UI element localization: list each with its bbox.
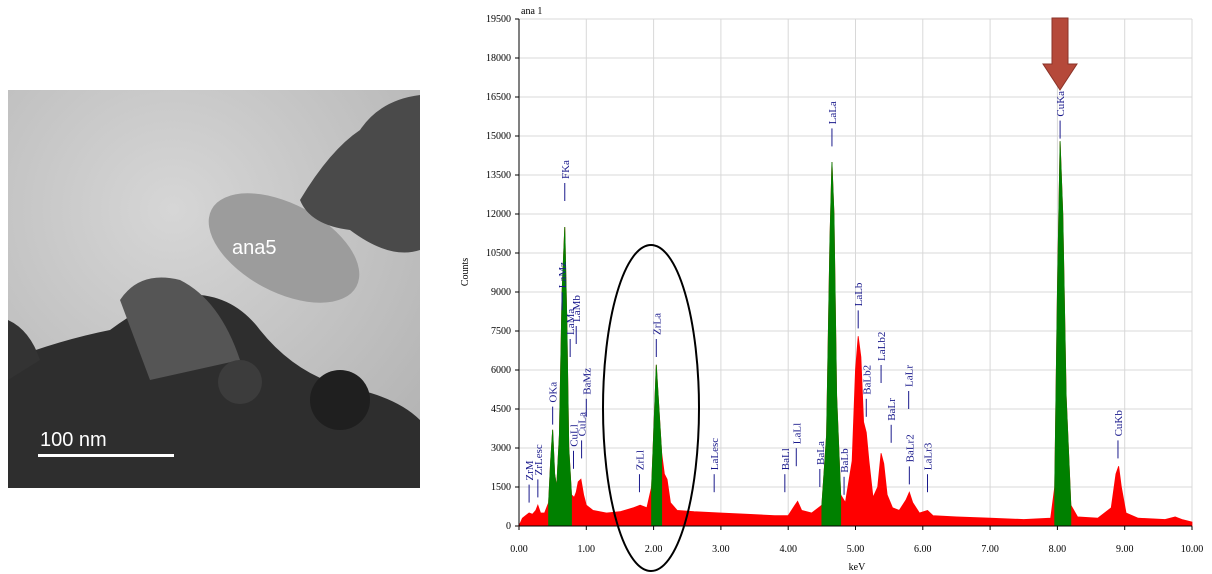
scale-bar xyxy=(38,454,174,457)
peak-label: ZrLl xyxy=(634,450,646,470)
peak-label: LaLl xyxy=(791,423,803,444)
spectrum-area xyxy=(548,226,572,527)
peak-label: CuLl xyxy=(569,424,581,447)
peak-label: LaLr3 xyxy=(923,442,935,470)
image-label: ana5 xyxy=(232,237,277,259)
highlight-arrow xyxy=(1042,17,1078,91)
peak-label: LaLb xyxy=(853,282,865,306)
y-tick-label: 16500 xyxy=(486,92,511,103)
y-tick-label: 7500 xyxy=(491,326,511,337)
x-tick-label: 9.00 xyxy=(1116,544,1134,555)
y-tick-label: 10500 xyxy=(486,248,511,259)
peak-label: ZrM xyxy=(524,460,536,480)
spectrum-chart: ana 1 Counts keV 0 1500 3000 4500 6000 7500 90… xyxy=(460,6,1203,573)
highlight-ellipse xyxy=(602,244,700,572)
spectrum-area xyxy=(651,364,663,527)
peak-label: BaLa xyxy=(815,441,827,465)
peak-label: CuKa xyxy=(1055,91,1067,117)
y-tick-label: 13500 xyxy=(486,170,511,181)
chart-title: ana 1 xyxy=(521,6,542,17)
y-tick-label: 9000 xyxy=(491,287,511,298)
x-tick-label: 2.00 xyxy=(645,544,663,555)
x-tick-label: 1.00 xyxy=(578,544,596,555)
agglomerate xyxy=(120,277,240,380)
x-tick-label: 10.00 xyxy=(1181,544,1204,555)
spectrum-area xyxy=(821,161,842,527)
x-tick-label: 3.00 xyxy=(712,544,730,555)
peak-label: BaLr xyxy=(886,398,898,421)
peak-label: LaMb xyxy=(571,295,583,322)
peak-label: LaMa xyxy=(565,309,577,335)
peak-label: LaLa xyxy=(827,101,839,124)
y-tick-label: 12000 xyxy=(486,209,511,220)
peak-label: LaLesc xyxy=(709,438,721,470)
spectrum-area xyxy=(1054,141,1072,527)
x-tick-label: 8.00 xyxy=(1049,544,1067,555)
peak-label: CuLa xyxy=(577,412,589,437)
x-tick-label: 5.00 xyxy=(847,544,865,555)
agglomerate xyxy=(218,360,262,404)
scale-bar-label: 100 nm xyxy=(40,429,107,451)
x-tick-label: 6.00 xyxy=(914,544,932,555)
peak-label: BaMz xyxy=(581,368,593,395)
x-tick-label: 7.00 xyxy=(981,544,999,555)
y-tick-label: 1500 xyxy=(491,482,511,493)
agglomerate xyxy=(8,294,420,488)
peak-label: ZrLa xyxy=(651,313,663,335)
tem-image: ana5 100 nm xyxy=(8,90,420,488)
x-tick-label: 0.00 xyxy=(510,544,528,555)
peak-label: ZrLesc xyxy=(533,444,545,475)
peak-label: CuKb xyxy=(1113,410,1125,437)
peak-label: FKa xyxy=(560,160,572,179)
y-tick-label: 3000 xyxy=(491,443,511,454)
y-tick-label: 18000 xyxy=(486,53,511,64)
y-tick-label: 6000 xyxy=(491,365,511,376)
agglomerate xyxy=(8,320,40,380)
agglomerate xyxy=(310,370,370,430)
peak-label: LaLr xyxy=(904,365,916,387)
peak-label: LaMz xyxy=(557,262,569,288)
peak-label: OKa xyxy=(548,382,560,403)
y-tick-label: 4500 xyxy=(491,404,511,415)
agglomerate xyxy=(300,95,420,253)
x-axis-label: keV xyxy=(849,562,866,573)
peak-label: BaLb2 xyxy=(861,365,873,395)
peak-label: LaLb2 xyxy=(876,332,888,361)
peak-label: BaLb xyxy=(839,448,851,473)
y-tick-label: 19500 xyxy=(486,14,511,25)
y-tick-label: 0 xyxy=(506,521,511,532)
y-tick-label: 15000 xyxy=(486,131,511,142)
peak-label: BaLl xyxy=(780,448,792,470)
peak-label: BaLr2 xyxy=(904,434,916,462)
x-tick-label: 4.00 xyxy=(779,544,797,555)
y-axis-label: Counts xyxy=(460,258,471,286)
